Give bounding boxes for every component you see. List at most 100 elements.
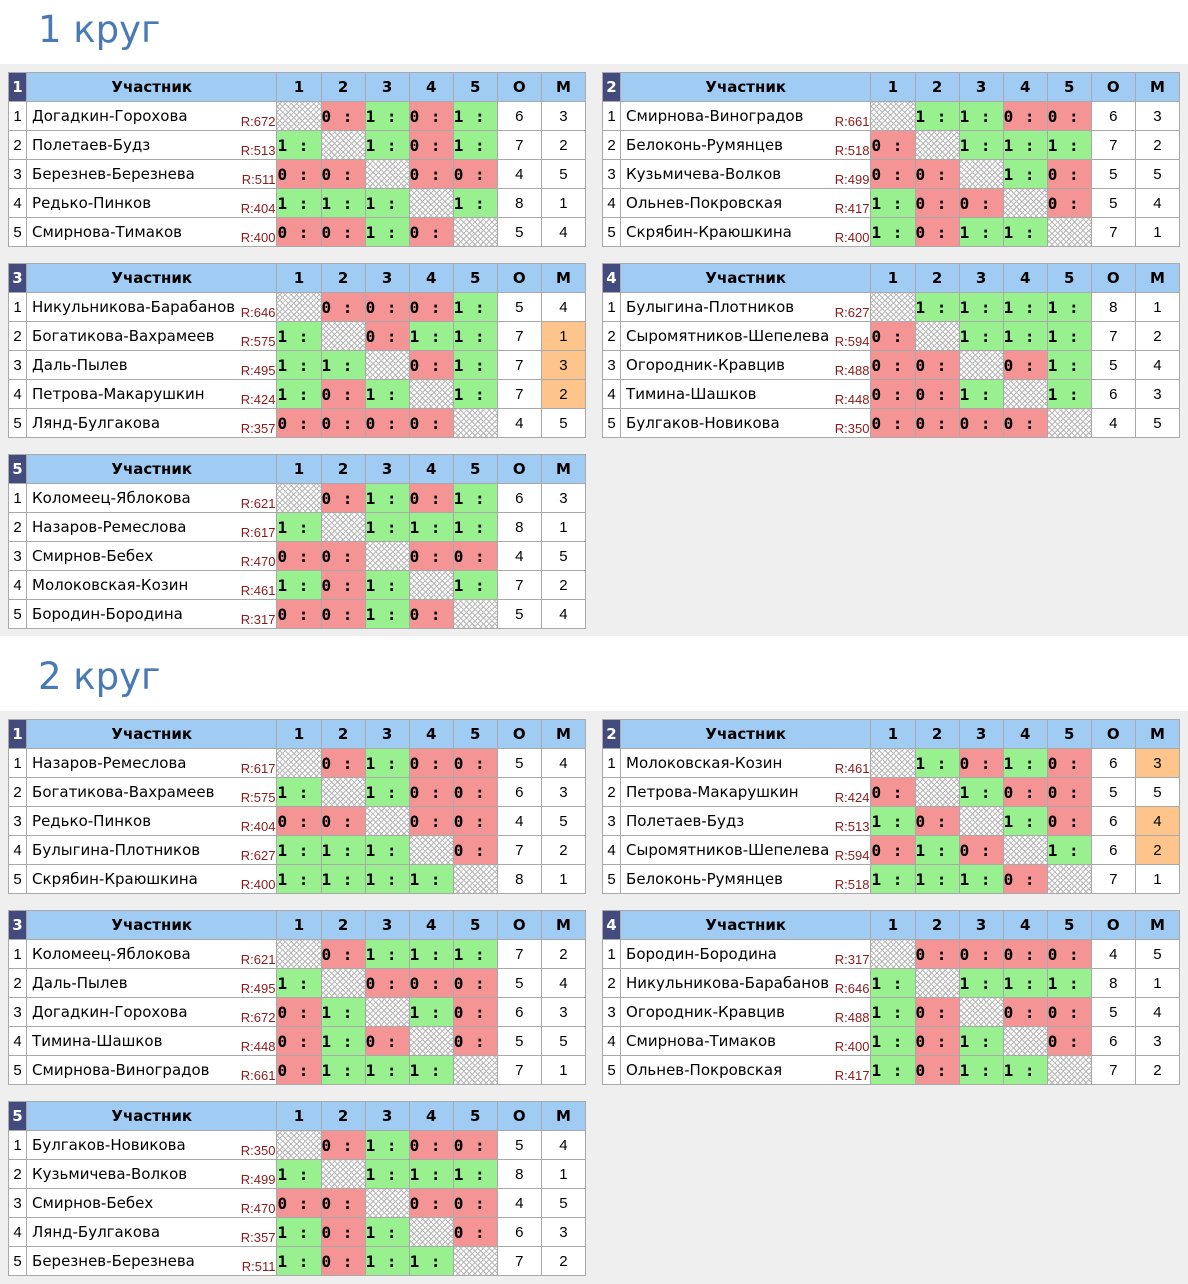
score-cell: 1 : 0: [364, 483, 410, 513]
row-number: 1: [7, 939, 28, 969]
group-table: 1 Участник 1 2 3 4 5 О М 1 Догадкин-Горохова R:672 0…: [7, 72, 587, 247]
row-number: 1: [601, 748, 622, 778]
row-number: 4: [7, 1217, 28, 1247]
score-cell: 0 : 1: [276, 1188, 322, 1218]
score-cell: 0 : 1: [958, 835, 1004, 865]
header-row: 4 Участник 1 2 3 4 5 О М: [601, 263, 1181, 293]
participant-cell: Скрябин-Краюшкина R:400: [620, 217, 872, 247]
participant-cell: Булыгина-Плотников R:627: [26, 835, 278, 865]
place-cell: 3: [540, 777, 587, 807]
opponent-column-header: 1: [276, 72, 322, 102]
participant-cell: Никульникова-Барабанов R:646: [620, 968, 872, 998]
self-cell: [1046, 408, 1092, 438]
points-cell: 7: [1090, 1055, 1136, 1085]
score-cell: 0 : 1: [870, 159, 916, 189]
place-cell: 3: [1134, 101, 1181, 131]
points-cell: 4: [496, 1188, 542, 1218]
self-cell: [452, 864, 498, 894]
score-cell: 1 : 0: [1046, 835, 1092, 865]
row-number: 2: [7, 321, 28, 351]
row-number: 4: [601, 188, 622, 218]
score-cell: 0 : 1: [870, 321, 916, 351]
score-cell: 1 : 0: [364, 1055, 410, 1085]
place-cell: 4: [1134, 350, 1181, 380]
rating: R:575: [240, 790, 276, 805]
points-cell: 7: [1090, 864, 1136, 894]
score-cell: 1 : 0: [1046, 350, 1092, 380]
points-header: О: [496, 1101, 542, 1131]
self-cell: [364, 1188, 410, 1218]
self-cell: [408, 1217, 454, 1247]
row-number: 1: [7, 292, 28, 322]
score-cell: 0 : 1: [870, 379, 916, 409]
rating: R:461: [834, 761, 870, 776]
row-number: 1: [601, 101, 622, 131]
rating: R:317: [240, 612, 276, 627]
score-cell: 0 : 1: [452, 1217, 498, 1247]
participant-name: Молоковская-Козин: [626, 754, 783, 772]
self-cell: [452, 1246, 498, 1276]
self-cell: [320, 321, 366, 351]
score-cell: 1 : 0: [958, 1026, 1004, 1056]
opponent-column-header: 5: [452, 1101, 498, 1131]
points-header: О: [496, 910, 542, 940]
score-cell: 1 : 0: [1002, 159, 1048, 189]
participant-cell: Смирнова-Виноградов R:661: [620, 101, 872, 131]
group-table: 5 Участник 1 2 3 4 5 О М 1 Коломеец-Яблокова R:621 0…: [7, 454, 587, 629]
participant-cell: Сыромятников-Шепелева R:594: [620, 321, 872, 351]
place-cell: 4: [1134, 806, 1181, 836]
header-row: 2 Участник 1 2 3 4 5 О М: [601, 72, 1181, 102]
row-number: 2: [7, 968, 28, 998]
self-cell: [914, 130, 960, 160]
rating: R:672: [240, 114, 276, 129]
points-cell: 6: [1090, 101, 1136, 131]
rating: R:400: [240, 230, 276, 245]
rating: R:513: [240, 143, 276, 158]
score-cell: 1 : 0: [364, 188, 410, 218]
row-number: 2: [7, 1159, 28, 1189]
score-cell: 1 : 0: [958, 101, 1004, 131]
place-cell: 3: [540, 350, 587, 380]
score-cell: 0 : 1: [1002, 939, 1048, 969]
rating: R:518: [834, 143, 870, 158]
group-number: 2: [601, 719, 622, 749]
row-number: 1: [7, 101, 28, 131]
participant-name: Огородник-Кравцив: [626, 1003, 785, 1021]
points-cell: 6: [496, 101, 542, 131]
row-number: 4: [7, 379, 28, 409]
participant-name: Смирнова-Тимаков: [32, 223, 183, 241]
participant-header: Участник: [26, 910, 278, 940]
score-cell: 1 : 0: [1046, 130, 1092, 160]
score-cell: 0 : 1: [914, 939, 960, 969]
participant-name: Булыгина-Плотников: [32, 841, 201, 859]
score-cell: 1 : 0: [1046, 292, 1092, 322]
score-cell: 1 : 0: [1046, 321, 1092, 351]
score-cell: 1 : 0: [408, 1055, 454, 1085]
row-number: 3: [601, 806, 622, 836]
points-cell: 4: [496, 159, 542, 189]
score-cell: 1 : 0: [364, 835, 410, 865]
participant-cell: Березнев-Березнева R:511: [26, 1246, 278, 1276]
participant-header: Участник: [26, 719, 278, 749]
score-cell: 1 : 0: [364, 939, 410, 969]
score-cell: 0 : 1: [452, 1130, 498, 1160]
place-cell: 1: [540, 1055, 587, 1085]
row-number: 5: [7, 864, 28, 894]
score-cell: 0 : 1: [408, 101, 454, 131]
opponent-column-header: 4: [408, 910, 454, 940]
opponent-column-header: 1: [276, 1101, 322, 1131]
score-cell: 1 : 0: [870, 188, 916, 218]
score-cell: 0 : 1: [320, 1130, 366, 1160]
place-header: М: [540, 910, 587, 940]
score-cell: 0 : 1: [408, 748, 454, 778]
score-cell: 0 : 1: [958, 939, 1004, 969]
score-cell: 1 : 0: [870, 1026, 916, 1056]
